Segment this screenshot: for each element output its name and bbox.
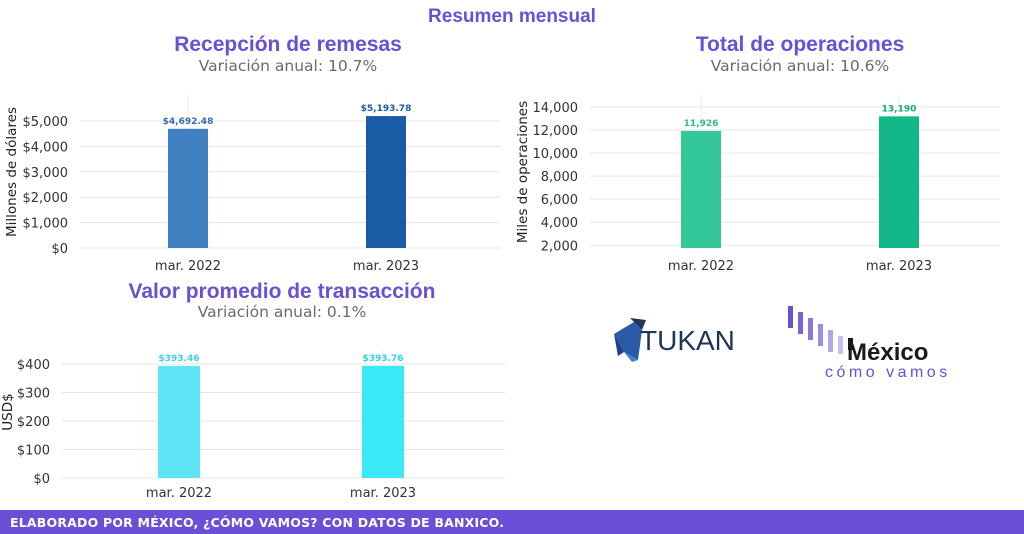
y-tick-label: $400: [17, 358, 50, 373]
mexico-como-vamos-logo: México cómo vamos: [785, 304, 965, 381]
y-tick-label: $300: [17, 387, 50, 402]
y-tick-label: $4,000: [23, 140, 69, 155]
page-title: Resumen mensual: [428, 6, 596, 27]
y-tick-label: $3,000: [23, 166, 69, 181]
bar-mar-2022: [168, 128, 208, 248]
chart-subtitle-operaciones: Variación anual: 10.6%: [710, 57, 890, 75]
chart-title-promedio: Valor promedio de transacción: [128, 280, 436, 303]
y-tick-label: $200: [17, 415, 50, 430]
data-label: 11,926: [684, 119, 719, 129]
x-category-label: mar. 2022: [155, 259, 221, 274]
y-tick-label: 14,000: [533, 101, 579, 116]
y-tick-label: $5,000: [23, 115, 69, 130]
y-tick-label: 6,000: [541, 193, 578, 208]
footer-bar: ELABORADO POR MÉXICO, ¿CÓMO VAMOS? CON D…: [0, 510, 1024, 534]
x-category-label: mar. 2023: [353, 259, 419, 274]
mcv-logo-main-text: México: [847, 339, 928, 366]
y-tick-label: $0: [51, 242, 68, 257]
x-category-label: mar. 2022: [146, 486, 212, 501]
data-label: 13,190: [882, 104, 917, 114]
chart-title-operaciones: Total de operaciones: [695, 33, 905, 56]
chart-subtitle-remesas: Variación anual: 10.7%: [198, 57, 378, 75]
y-tick-label: $1,000: [23, 217, 69, 232]
y-tick-label: 10,000: [533, 147, 579, 162]
data-label: $393.46: [159, 354, 200, 364]
y-tick-label: 12,000: [533, 124, 579, 139]
bar-mar-2023: [362, 365, 404, 478]
chart-title-remesas: Recepción de remesas: [174, 33, 402, 56]
y-tick-label: $100: [17, 444, 50, 459]
data-label: $393.76: [363, 354, 404, 364]
y-tick-label: 2,000: [541, 239, 578, 254]
y-tick-label: 8,000: [541, 170, 578, 185]
data-label: $5,193.78: [361, 104, 412, 114]
y-axis-label: Millones de dólares: [4, 107, 20, 237]
bar-mar-2022: [158, 365, 200, 478]
y-axis-label: Miles de operaciones: [515, 101, 531, 243]
x-category-label: mar. 2023: [866, 259, 932, 274]
y-tick-label: $2,000: [23, 191, 69, 206]
y-tick-label: 4,000: [541, 216, 578, 231]
bar-mar-2022: [681, 130, 721, 248]
tukan-logo: TUKAN: [612, 312, 737, 362]
bar-mar-2023: [879, 116, 919, 248]
x-category-label: mar. 2022: [668, 259, 734, 274]
x-category-label: mar. 2023: [350, 486, 416, 501]
footer-text: ELABORADO POR MÉXICO, ¿CÓMO VAMOS? CON D…: [10, 515, 505, 530]
tukan-bird-icon: TUKAN: [614, 318, 735, 362]
bar-mar-2023: [366, 116, 406, 248]
mcv-logo-sub-text: cómo vamos: [825, 364, 951, 380]
tukan-logo-text: TUKAN: [640, 325, 735, 356]
y-tick-label: $0: [33, 472, 50, 487]
y-axis-label: USD$: [0, 393, 16, 430]
chart-subtitle-promedio: Variación anual: 0.1%: [197, 303, 367, 321]
mcv-bars-icon: México cómo vamos: [788, 306, 951, 381]
data-label: $4,692.48: [163, 117, 214, 127]
